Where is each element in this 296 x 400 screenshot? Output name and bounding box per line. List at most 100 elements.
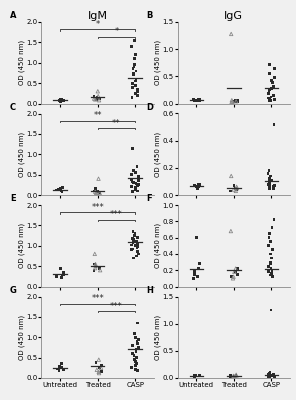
Point (267, 181, 272, 187)
Point (235, 98, 240, 104)
Point (130, 145, 135, 151)
Point (59, 265, 63, 271)
Point (233, 265, 238, 272)
Point (197, 181, 202, 187)
Point (192, 373, 197, 380)
Point (267, 234, 271, 241)
Point (234, 374, 239, 380)
Point (267, 230, 272, 237)
Point (135, 243, 140, 250)
Point (229, 228, 233, 234)
Text: D: D (146, 103, 153, 112)
Point (95, 88, 100, 94)
Point (266, 95, 271, 101)
Point (130, 179, 135, 185)
Text: ***: *** (110, 302, 123, 310)
Point (59, 97, 64, 104)
Point (59, 274, 64, 281)
Point (57, 368, 61, 374)
Point (132, 232, 137, 239)
Point (192, 182, 197, 189)
Point (130, 94, 134, 100)
Point (131, 167, 136, 174)
Y-axis label: OD (450 nm): OD (450 nm) (154, 315, 161, 360)
Point (135, 163, 139, 170)
Point (197, 97, 202, 104)
Text: H: H (146, 286, 153, 295)
Point (229, 274, 234, 280)
Point (192, 271, 197, 278)
Point (97, 370, 102, 376)
Point (192, 275, 196, 282)
Point (196, 181, 201, 187)
Point (270, 373, 275, 379)
Point (60, 188, 65, 195)
Point (97, 190, 102, 196)
Point (234, 372, 239, 378)
Point (266, 90, 271, 97)
Point (272, 216, 276, 223)
Point (133, 334, 138, 340)
Point (230, 99, 235, 105)
Point (231, 275, 235, 282)
Point (269, 85, 274, 92)
Point (98, 267, 102, 274)
Point (270, 267, 274, 274)
Point (231, 274, 236, 280)
Point (267, 372, 272, 378)
Point (131, 255, 136, 261)
Y-axis label: OD (450 nm): OD (450 nm) (18, 132, 25, 177)
Point (272, 373, 277, 380)
Point (194, 98, 199, 104)
Point (135, 240, 140, 247)
Point (268, 265, 273, 272)
Point (272, 121, 276, 128)
Point (97, 97, 102, 104)
Point (231, 182, 236, 189)
Point (266, 269, 271, 275)
Point (135, 244, 139, 251)
Point (129, 242, 134, 248)
Point (130, 188, 135, 195)
Point (132, 356, 137, 363)
Point (61, 271, 65, 278)
Point (131, 180, 136, 186)
Point (267, 167, 271, 174)
Point (95, 188, 100, 195)
Point (131, 238, 136, 244)
Point (92, 188, 96, 194)
Point (132, 330, 136, 336)
Point (133, 348, 138, 355)
Point (234, 188, 238, 194)
Point (267, 370, 272, 377)
Point (269, 78, 274, 84)
Point (229, 97, 234, 104)
Point (229, 373, 233, 380)
Point (136, 336, 141, 342)
Point (61, 98, 65, 104)
Point (195, 274, 200, 280)
Point (99, 362, 104, 369)
Point (272, 96, 276, 102)
Point (234, 184, 239, 190)
Point (268, 272, 272, 278)
Point (268, 369, 272, 376)
Point (135, 92, 140, 98)
Point (97, 189, 102, 196)
Title: IgG: IgG (224, 11, 243, 21)
Text: ***: *** (110, 210, 123, 219)
Point (132, 62, 137, 68)
Point (228, 372, 233, 378)
Point (135, 368, 139, 374)
Point (268, 98, 272, 104)
Point (61, 367, 66, 373)
Point (270, 80, 274, 86)
Point (273, 374, 277, 380)
Point (270, 372, 275, 378)
Point (133, 180, 138, 187)
Point (93, 188, 98, 195)
Point (96, 369, 101, 375)
Point (136, 174, 141, 180)
Point (134, 68, 139, 74)
Point (194, 98, 199, 104)
